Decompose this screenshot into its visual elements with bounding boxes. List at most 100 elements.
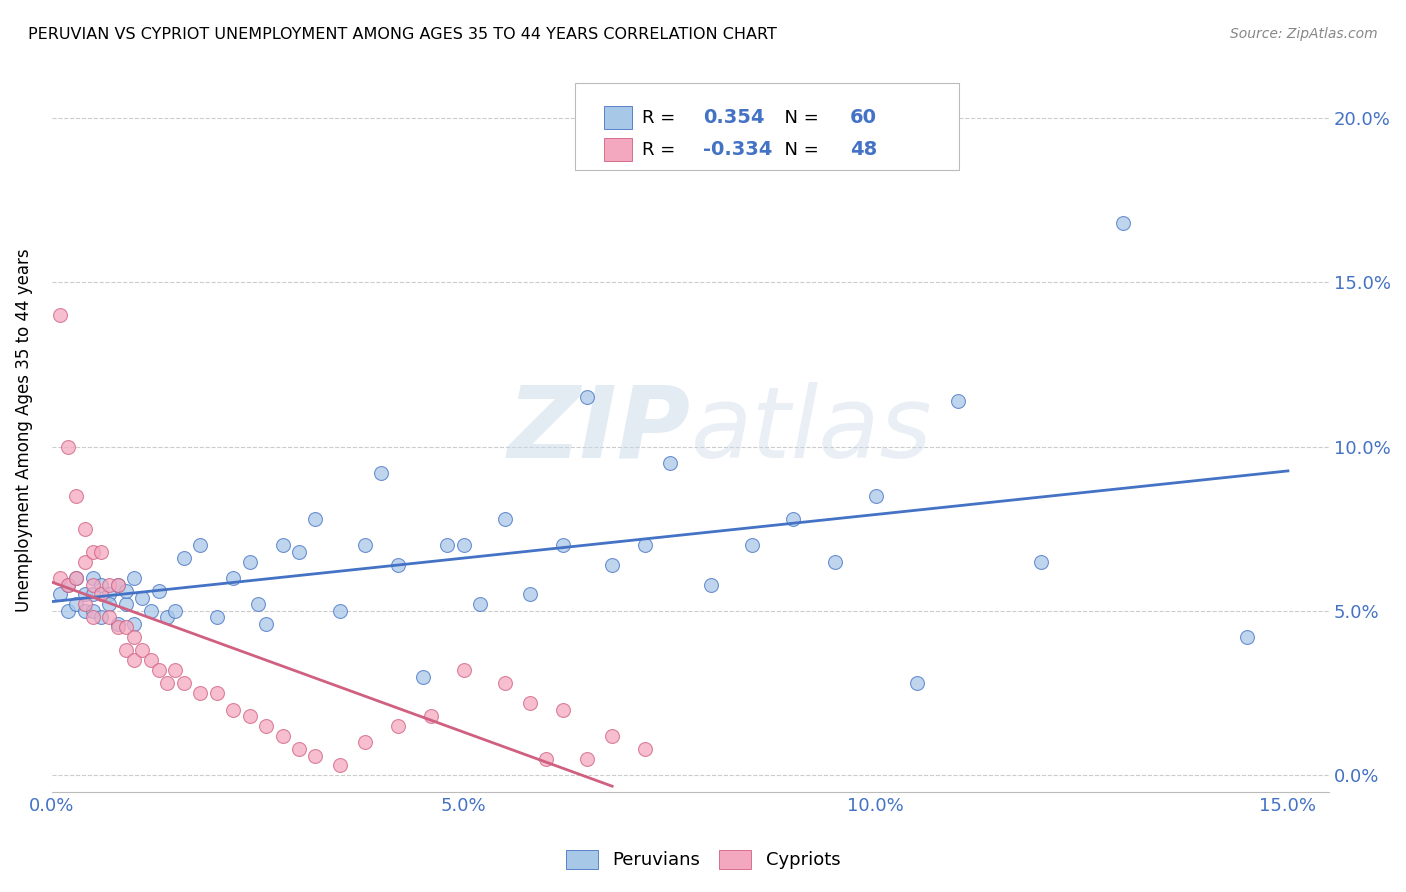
- Bar: [603, 106, 631, 129]
- Point: [58, 440, 80, 454]
- Point: [148, 584, 170, 599]
- Point: [65, 571, 87, 585]
- Point: [82, 545, 104, 559]
- Point: [139, 653, 162, 667]
- Point: [188, 538, 211, 552]
- Text: 0.354: 0.354: [703, 108, 765, 128]
- Point: [82, 577, 104, 591]
- Point: [107, 617, 129, 632]
- Point: [576, 390, 599, 404]
- Point: [634, 538, 657, 552]
- Point: [73, 604, 96, 618]
- Point: [73, 597, 96, 611]
- Point: [436, 538, 458, 552]
- Point: [948, 393, 970, 408]
- Point: [65, 489, 87, 503]
- Point: [453, 663, 475, 677]
- Point: [73, 587, 96, 601]
- Text: ZIP: ZIP: [508, 382, 690, 479]
- Point: [494, 512, 516, 526]
- Point: [453, 538, 475, 552]
- Point: [115, 597, 138, 611]
- Text: R =: R =: [643, 141, 681, 159]
- Point: [98, 597, 121, 611]
- Point: [98, 610, 121, 624]
- Point: [58, 577, 80, 591]
- Point: [82, 571, 104, 585]
- Point: [600, 558, 623, 572]
- Point: [90, 545, 112, 559]
- Point: [905, 676, 928, 690]
- Point: [188, 686, 211, 700]
- Point: [107, 577, 129, 591]
- Point: [329, 604, 352, 618]
- Point: [90, 577, 112, 591]
- Point: [329, 758, 352, 772]
- Point: [288, 545, 311, 559]
- Point: [782, 512, 804, 526]
- Point: [49, 571, 72, 585]
- Point: [65, 571, 87, 585]
- Point: [139, 604, 162, 618]
- Point: [354, 538, 377, 552]
- Point: [551, 538, 574, 552]
- Point: [82, 604, 104, 618]
- Point: [1112, 216, 1135, 230]
- Point: [534, 752, 557, 766]
- Point: [304, 512, 326, 526]
- Point: [173, 551, 195, 566]
- Point: [387, 719, 409, 733]
- Point: [254, 719, 277, 733]
- Point: [82, 610, 104, 624]
- Point: [288, 742, 311, 756]
- Point: [865, 489, 887, 503]
- Point: [370, 466, 392, 480]
- Point: [98, 587, 121, 601]
- Text: PERUVIAN VS CYPRIOT UNEMPLOYMENT AMONG AGES 35 TO 44 YEARS CORRELATION CHART: PERUVIAN VS CYPRIOT UNEMPLOYMENT AMONG A…: [28, 27, 778, 42]
- Text: N =: N =: [773, 109, 825, 127]
- Point: [90, 610, 112, 624]
- Point: [122, 630, 145, 644]
- Text: atlas: atlas: [690, 382, 932, 479]
- Point: [156, 676, 179, 690]
- Point: [238, 555, 260, 569]
- Point: [107, 620, 129, 634]
- Y-axis label: Unemployment Among Ages 35 to 44 years: Unemployment Among Ages 35 to 44 years: [15, 248, 32, 612]
- Point: [600, 729, 623, 743]
- Point: [419, 709, 441, 723]
- Point: [551, 702, 574, 716]
- Point: [90, 587, 112, 601]
- Point: [115, 643, 138, 657]
- Bar: [603, 138, 631, 161]
- Point: [115, 620, 138, 634]
- Text: -0.334: -0.334: [703, 140, 772, 159]
- Point: [634, 742, 657, 756]
- Point: [254, 617, 277, 632]
- Point: [98, 577, 121, 591]
- Point: [304, 748, 326, 763]
- Point: [73, 522, 96, 536]
- Point: [1236, 630, 1258, 644]
- Point: [576, 752, 599, 766]
- Point: [494, 676, 516, 690]
- Point: [107, 577, 129, 591]
- Point: [58, 577, 80, 591]
- Point: [131, 591, 153, 605]
- Legend: Peruvians, Cypriots: Peruvians, Cypriots: [557, 841, 849, 879]
- Point: [470, 597, 492, 611]
- Point: [122, 617, 145, 632]
- Point: [1029, 555, 1052, 569]
- Point: [122, 653, 145, 667]
- Point: [49, 587, 72, 601]
- Text: 60: 60: [851, 108, 877, 128]
- Point: [519, 696, 541, 710]
- Point: [49, 308, 72, 322]
- Point: [58, 604, 80, 618]
- Point: [156, 610, 179, 624]
- Point: [354, 735, 377, 749]
- Point: [165, 663, 187, 677]
- Point: [222, 571, 245, 585]
- Point: [173, 676, 195, 690]
- Point: [246, 597, 269, 611]
- Point: [238, 709, 260, 723]
